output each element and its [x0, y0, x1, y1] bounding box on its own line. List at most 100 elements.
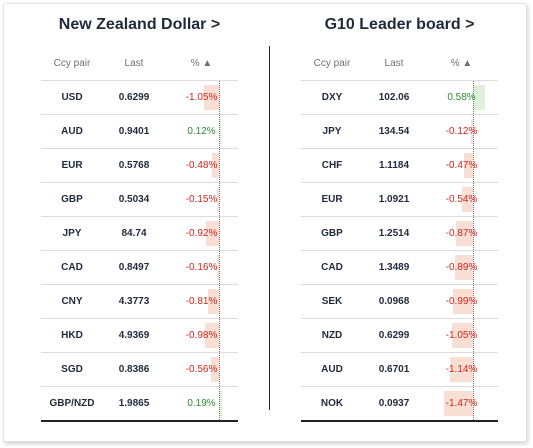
table-row[interactable]: EUR 0.5768 -0.48% [41, 149, 238, 183]
ccy-pair-cell: CAD [321, 262, 343, 273]
header-pct-sort[interactable]: % ▲ [450, 57, 473, 69]
ccy-pair-cell: AUD [321, 364, 343, 375]
positive-change-bar [473, 85, 485, 110]
table-row[interactable]: JPY 134.54 -0.12% [301, 115, 498, 149]
last-price-cell: 0.5768 [118, 160, 150, 171]
table-row[interactable]: JPY 84.74 -0.92% [41, 217, 238, 251]
negative-change-bar [462, 187, 473, 212]
nzd-panel: New Zealand Dollar > Ccy pair Last % ▲ U… [41, 4, 238, 422]
ccy-pair-cell: AUD [61, 126, 83, 137]
last-price-cell: 84.74 [121, 228, 147, 239]
table-row[interactable]: SEK 0.0968 -0.99% [301, 285, 498, 319]
zero-line [473, 183, 474, 216]
nzd-panel-title[interactable]: New Zealand Dollar > [58, 16, 221, 33]
header-ccy-pair[interactable]: Ccy pair [53, 57, 91, 69]
zero-line [473, 285, 474, 318]
pct-change-cell: -1.05% [425, 319, 498, 352]
pct-change-value: -1.47% [445, 398, 478, 409]
header-last[interactable]: Last [124, 57, 144, 69]
header-pct-sort[interactable]: % ▲ [190, 57, 213, 69]
g10-panel-title[interactable]: G10 Leader board > [324, 16, 475, 33]
pct-change-cell: -0.15% [165, 183, 238, 216]
negative-change-bar [471, 119, 473, 144]
zero-line [473, 149, 474, 182]
ccy-pair-cell: EUR [321, 194, 343, 205]
negative-change-bar [205, 323, 219, 348]
zero-line [219, 387, 220, 420]
table-row[interactable]: GBP/NZD 1.9865 0.19% [41, 387, 238, 422]
pct-change-cell: -0.99% [425, 285, 498, 318]
ccy-pair-cell: CNY [61, 296, 83, 307]
ccy-pair-cell: HKD [61, 330, 83, 341]
last-price-cell: 1.0921 [378, 194, 410, 205]
last-price-cell: 0.6299 [378, 330, 410, 341]
negative-change-bar [217, 187, 219, 212]
widget-frame: New Zealand Dollar > Ccy pair Last % ▲ U… [3, 3, 527, 442]
zero-line [473, 115, 474, 148]
last-price-cell: 0.5034 [118, 194, 150, 205]
negative-change-bar [204, 85, 219, 110]
negative-change-bar [212, 153, 219, 178]
zero-line [219, 115, 220, 148]
table-row[interactable]: GBP 1.2514 -0.87% [301, 217, 498, 251]
table-row[interactable]: CAD 1.3489 -0.89% [301, 251, 498, 285]
last-price-cell: 0.6299 [118, 92, 150, 103]
pct-change-value: -0.81% [185, 296, 218, 307]
table-row[interactable]: SGD 0.8386 -0.56% [41, 353, 238, 387]
g10-table-header: Ccy pair Last % ▲ [301, 46, 498, 81]
table-row[interactable]: DXY 102.06 0.58% [301, 81, 498, 115]
table-row[interactable]: CNY 4.3773 -0.81% [41, 285, 238, 319]
ccy-pair-cell: DXY [321, 92, 343, 103]
pct-change-cell: 0.58% [425, 81, 498, 114]
pct-change-cell: 0.19% [165, 387, 238, 420]
ccy-pair-cell: SEK [321, 296, 343, 307]
pct-change-value: -0.54% [445, 194, 478, 205]
zero-line [473, 353, 474, 386]
pct-change-value: -0.15% [185, 194, 218, 205]
ccy-pair-cell: GBP [61, 194, 83, 205]
table-row[interactable]: EUR 1.0921 -0.54% [301, 183, 498, 217]
ccy-pair-cell: JPY [62, 228, 82, 239]
last-price-cell: 0.0968 [378, 296, 410, 307]
zero-line [473, 387, 474, 420]
nzd-table-header: Ccy pair Last % ▲ [41, 46, 238, 81]
ccy-pair-cell: NOK [320, 398, 344, 409]
table-row[interactable]: CAD 0.8497 -0.16% [41, 251, 238, 285]
zero-line [473, 81, 474, 114]
pct-change-value: -1.05% [445, 330, 478, 341]
pct-change-cell: -1.14% [425, 353, 498, 386]
g10-panel: G10 Leader board > Ccy pair Last % ▲ DXY… [301, 4, 498, 422]
negative-change-bar [450, 357, 473, 382]
pct-change-cell: 0.12% [165, 115, 238, 148]
table-row[interactable]: NZD 0.6299 -1.05% [301, 319, 498, 353]
positive-change-bar [219, 119, 221, 144]
pct-change-cell: -1.05% [165, 81, 238, 114]
zero-line [219, 217, 220, 250]
positive-change-bar [219, 391, 222, 416]
table-row[interactable]: AUD 0.9401 0.12% [41, 115, 238, 149]
last-price-cell: 1.9865 [118, 398, 150, 409]
negative-change-bar [206, 221, 219, 246]
ccy-pair-cell: CAD [61, 262, 83, 273]
pct-change-value: -0.56% [185, 364, 218, 375]
table-row[interactable]: AUD 0.6701 -1.14% [301, 353, 498, 387]
ccy-pair-cell: CHF [321, 160, 343, 171]
table-row[interactable]: USD 0.6299 -1.05% [41, 81, 238, 115]
pct-change-value: -0.92% [185, 228, 218, 239]
zero-line [219, 149, 220, 182]
zero-line [473, 251, 474, 284]
pct-change-cell: -0.48% [165, 149, 238, 182]
table-row[interactable]: GBP 0.5034 -0.15% [41, 183, 238, 217]
negative-change-bar [456, 221, 473, 246]
table-row[interactable]: CHF 1.1184 -0.47% [301, 149, 498, 183]
negative-change-bar [453, 289, 473, 314]
zero-line [219, 81, 220, 114]
header-last[interactable]: Last [384, 57, 404, 69]
zero-line [473, 319, 474, 352]
last-price-cell: 134.54 [378, 126, 410, 137]
table-row[interactable]: HKD 4.9369 -0.98% [41, 319, 238, 353]
header-ccy-pair[interactable]: Ccy pair [313, 57, 351, 69]
pct-change-cell: -0.81% [165, 285, 238, 318]
table-row[interactable]: NOK 0.0937 -1.47% [301, 387, 498, 422]
last-price-cell: 0.0937 [378, 398, 410, 409]
